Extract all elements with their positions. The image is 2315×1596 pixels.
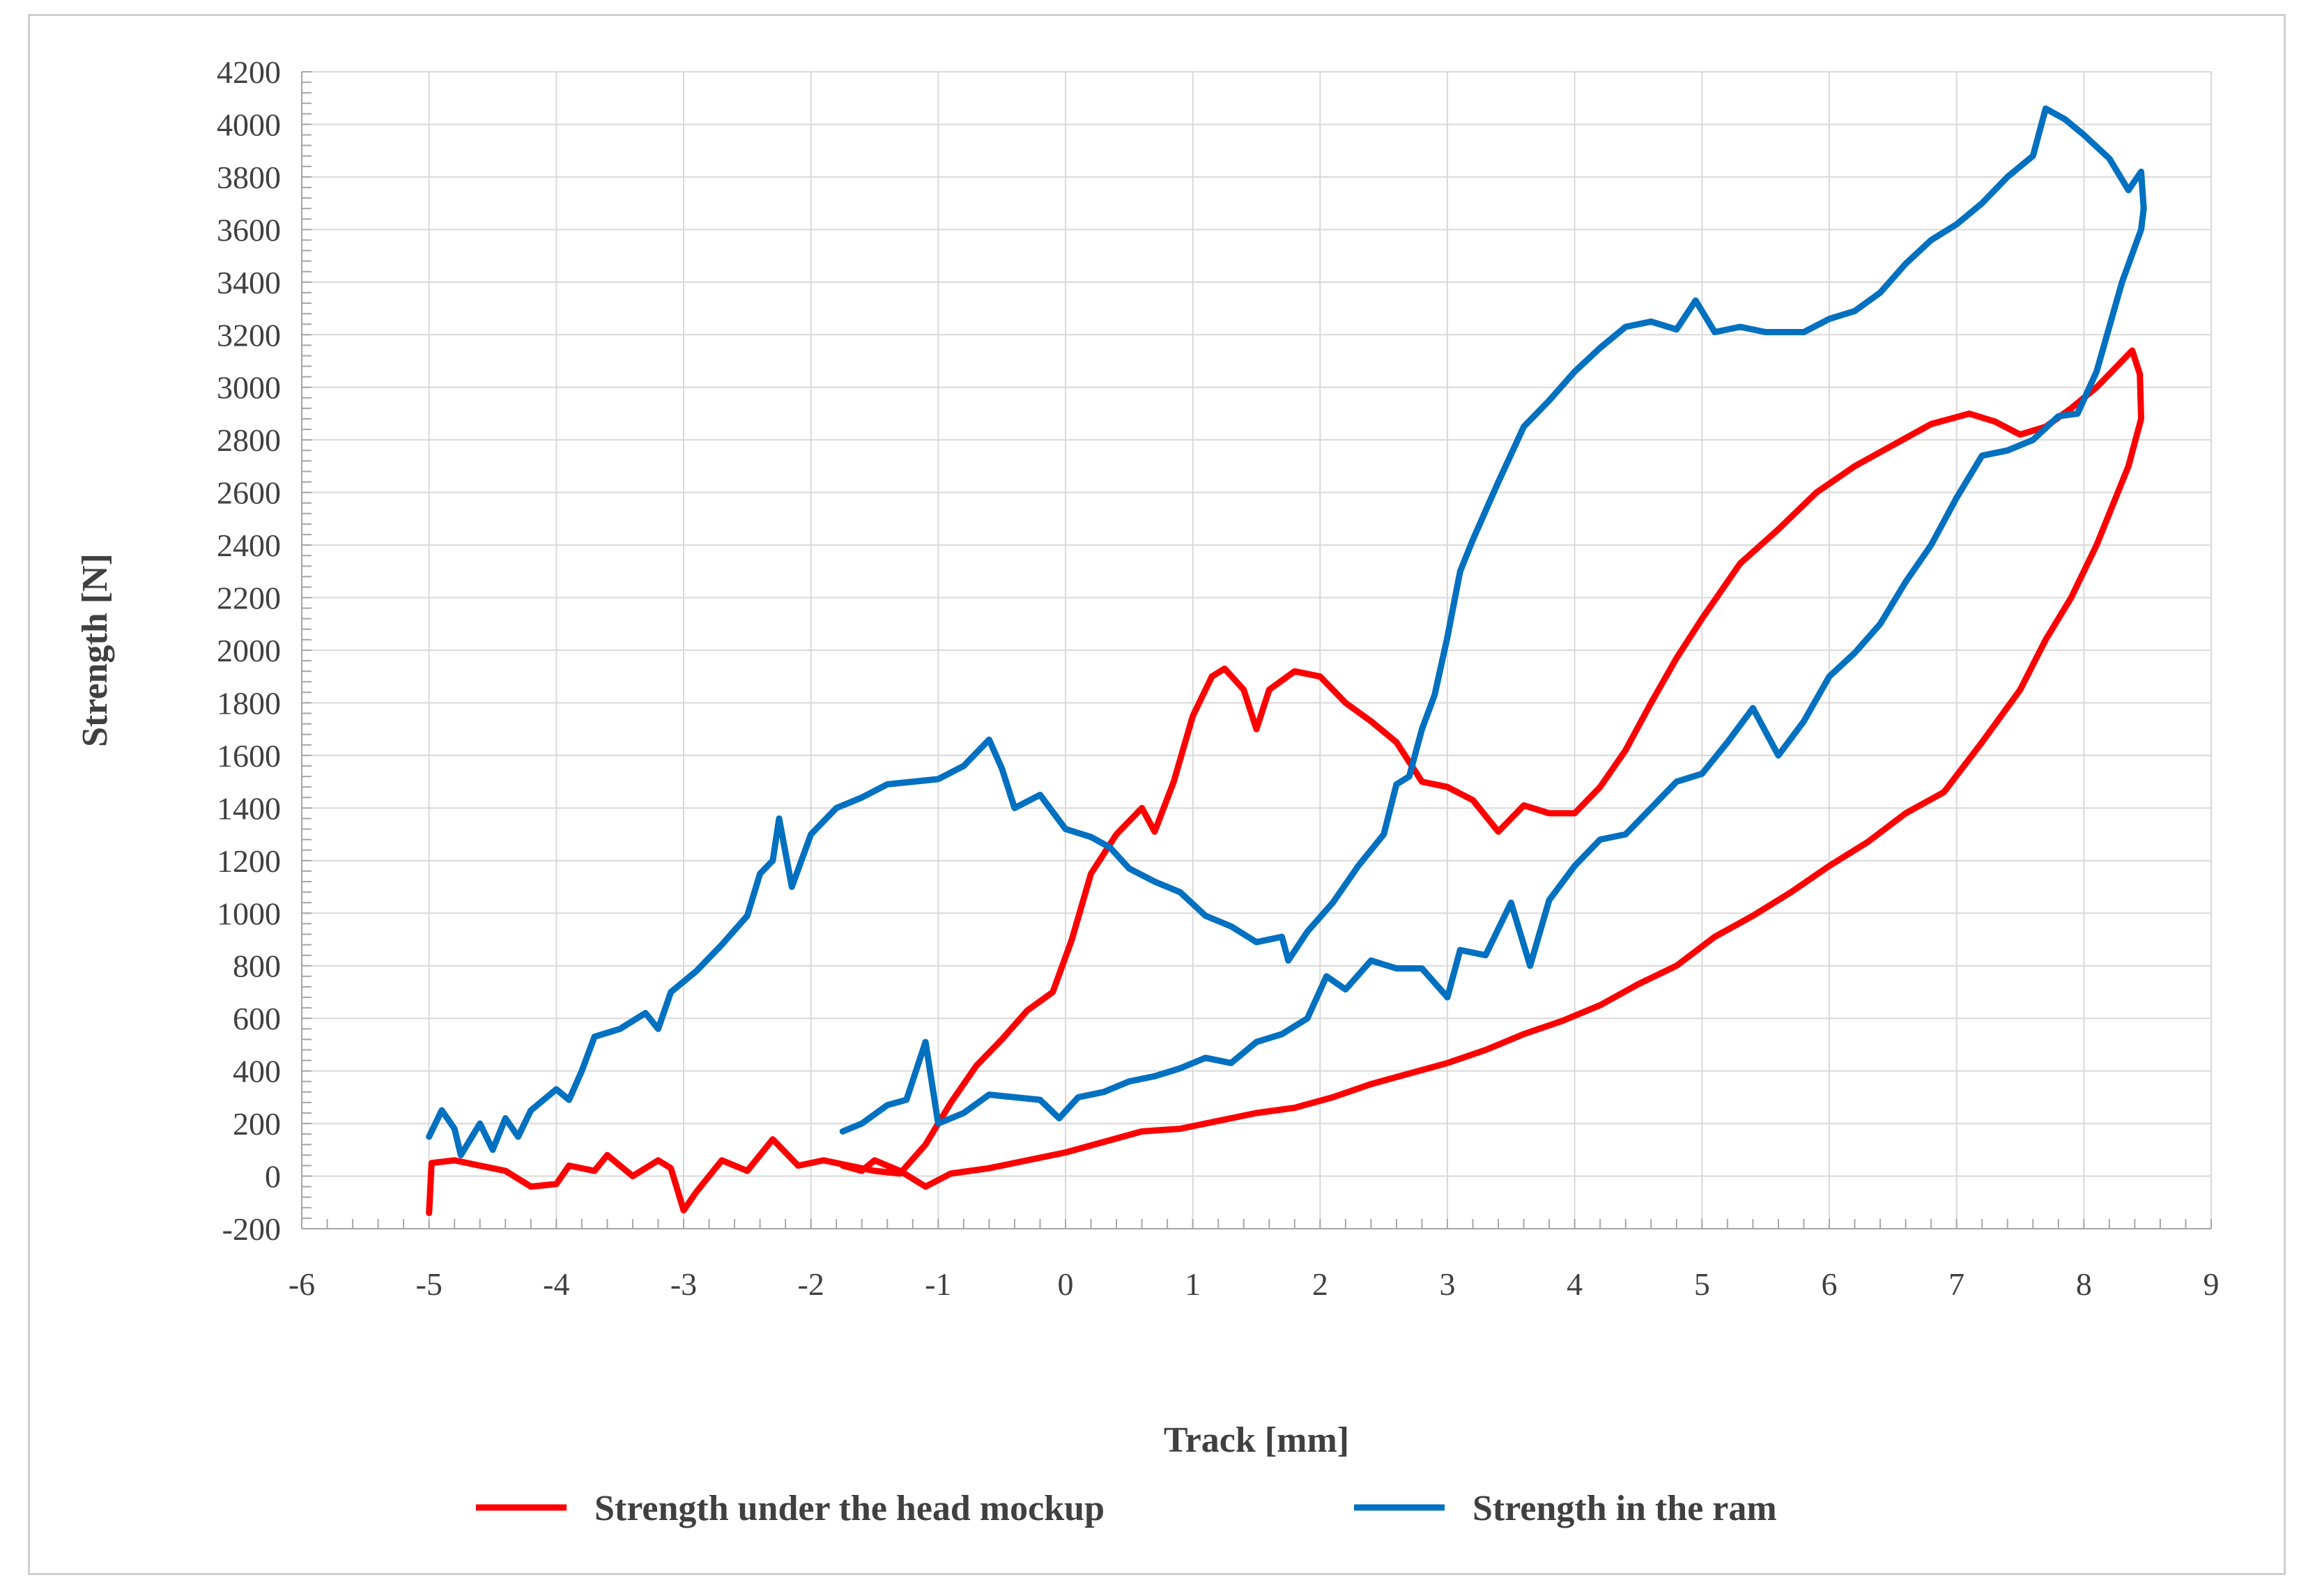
y-tick-label: 1200 xyxy=(217,843,281,879)
y-tick-label: 2000 xyxy=(217,633,281,668)
y-tick-label: 2400 xyxy=(217,528,281,563)
legend: Strength under the head mockup Strength i… xyxy=(476,1489,1777,1528)
y-axis-title: Strength [N] xyxy=(75,553,115,747)
series-lines xyxy=(426,105,2147,1216)
y-tick-label: 1400 xyxy=(217,790,281,826)
axes xyxy=(301,71,2212,1229)
legend-label-1: Strength under the head mockup xyxy=(594,1489,1105,1528)
line-chart: -6 -5 -4 -3 -2 -1 0 1 2 3 4 5 6 7 8 9 -200 0 200 400 600 800 1… xyxy=(75,54,2220,1528)
y-tick-label: 1800 xyxy=(217,685,281,721)
chart-container: -6 -5 -4 -3 -2 -1 0 1 2 3 4 5 6 7 8 9 -200 0 200 400 600 800 1… xyxy=(28,14,2286,1575)
legend-label-2: Strength in the ram xyxy=(1472,1489,1777,1528)
tick-labels: -6 -5 -4 -3 -2 -1 0 1 2 3 4 5 6 7 8 9 -200 0 200 400 600 800 1… xyxy=(217,54,2220,1302)
series-line-1 xyxy=(426,347,2144,1216)
y-tick-label: 4200 xyxy=(217,54,281,90)
y-tick-label: 600 xyxy=(233,1001,281,1036)
x-tick-label: 8 xyxy=(2076,1266,2092,1302)
x-tick-label: 0 xyxy=(1058,1266,1074,1302)
y-tick-label: 400 xyxy=(233,1054,281,1089)
x-tick-label: -2 xyxy=(798,1266,824,1302)
y-tick-label: 4000 xyxy=(217,107,281,142)
y-tick-label: 3600 xyxy=(217,212,281,247)
x-tick-label: 3 xyxy=(1440,1266,1456,1302)
y-tick-label: 3000 xyxy=(217,370,281,406)
x-tick-label: -3 xyxy=(670,1266,697,1302)
y-tick-label: 800 xyxy=(233,949,281,984)
y-tick-label: 2800 xyxy=(217,422,281,458)
y-tick-label: 2600 xyxy=(217,475,281,511)
x-tick-label: 7 xyxy=(1948,1266,1964,1302)
x-tick-label: 9 xyxy=(2204,1266,2220,1302)
gridlines xyxy=(301,71,2212,1229)
x-tick-label: 4 xyxy=(1567,1266,1583,1302)
x-tick-label: 1 xyxy=(1185,1266,1201,1302)
y-tick-label: -200 xyxy=(222,1211,281,1247)
x-tick-label: -4 xyxy=(543,1266,569,1302)
y-tick-label: 3400 xyxy=(217,265,281,300)
x-tick-label: -6 xyxy=(289,1266,315,1302)
y-tick-label: 0 xyxy=(265,1159,281,1195)
series-line-2 xyxy=(426,105,2147,1158)
x-tick-label: 5 xyxy=(1694,1266,1710,1302)
x-tick-label: -5 xyxy=(416,1266,443,1302)
y-tick-label: 1600 xyxy=(217,738,281,774)
y-tick-label: 200 xyxy=(233,1106,281,1142)
x-tick-label: 2 xyxy=(1312,1266,1328,1302)
y-tick-label: 3800 xyxy=(217,160,281,195)
x-tick-label: 6 xyxy=(1822,1266,1838,1302)
x-tick-label: -1 xyxy=(925,1266,951,1302)
y-tick-label: 2200 xyxy=(217,581,281,616)
y-tick-label: 3200 xyxy=(217,317,281,353)
y-tick-label: 1000 xyxy=(217,896,281,931)
x-axis-title: Track [mm] xyxy=(1164,1420,1349,1460)
